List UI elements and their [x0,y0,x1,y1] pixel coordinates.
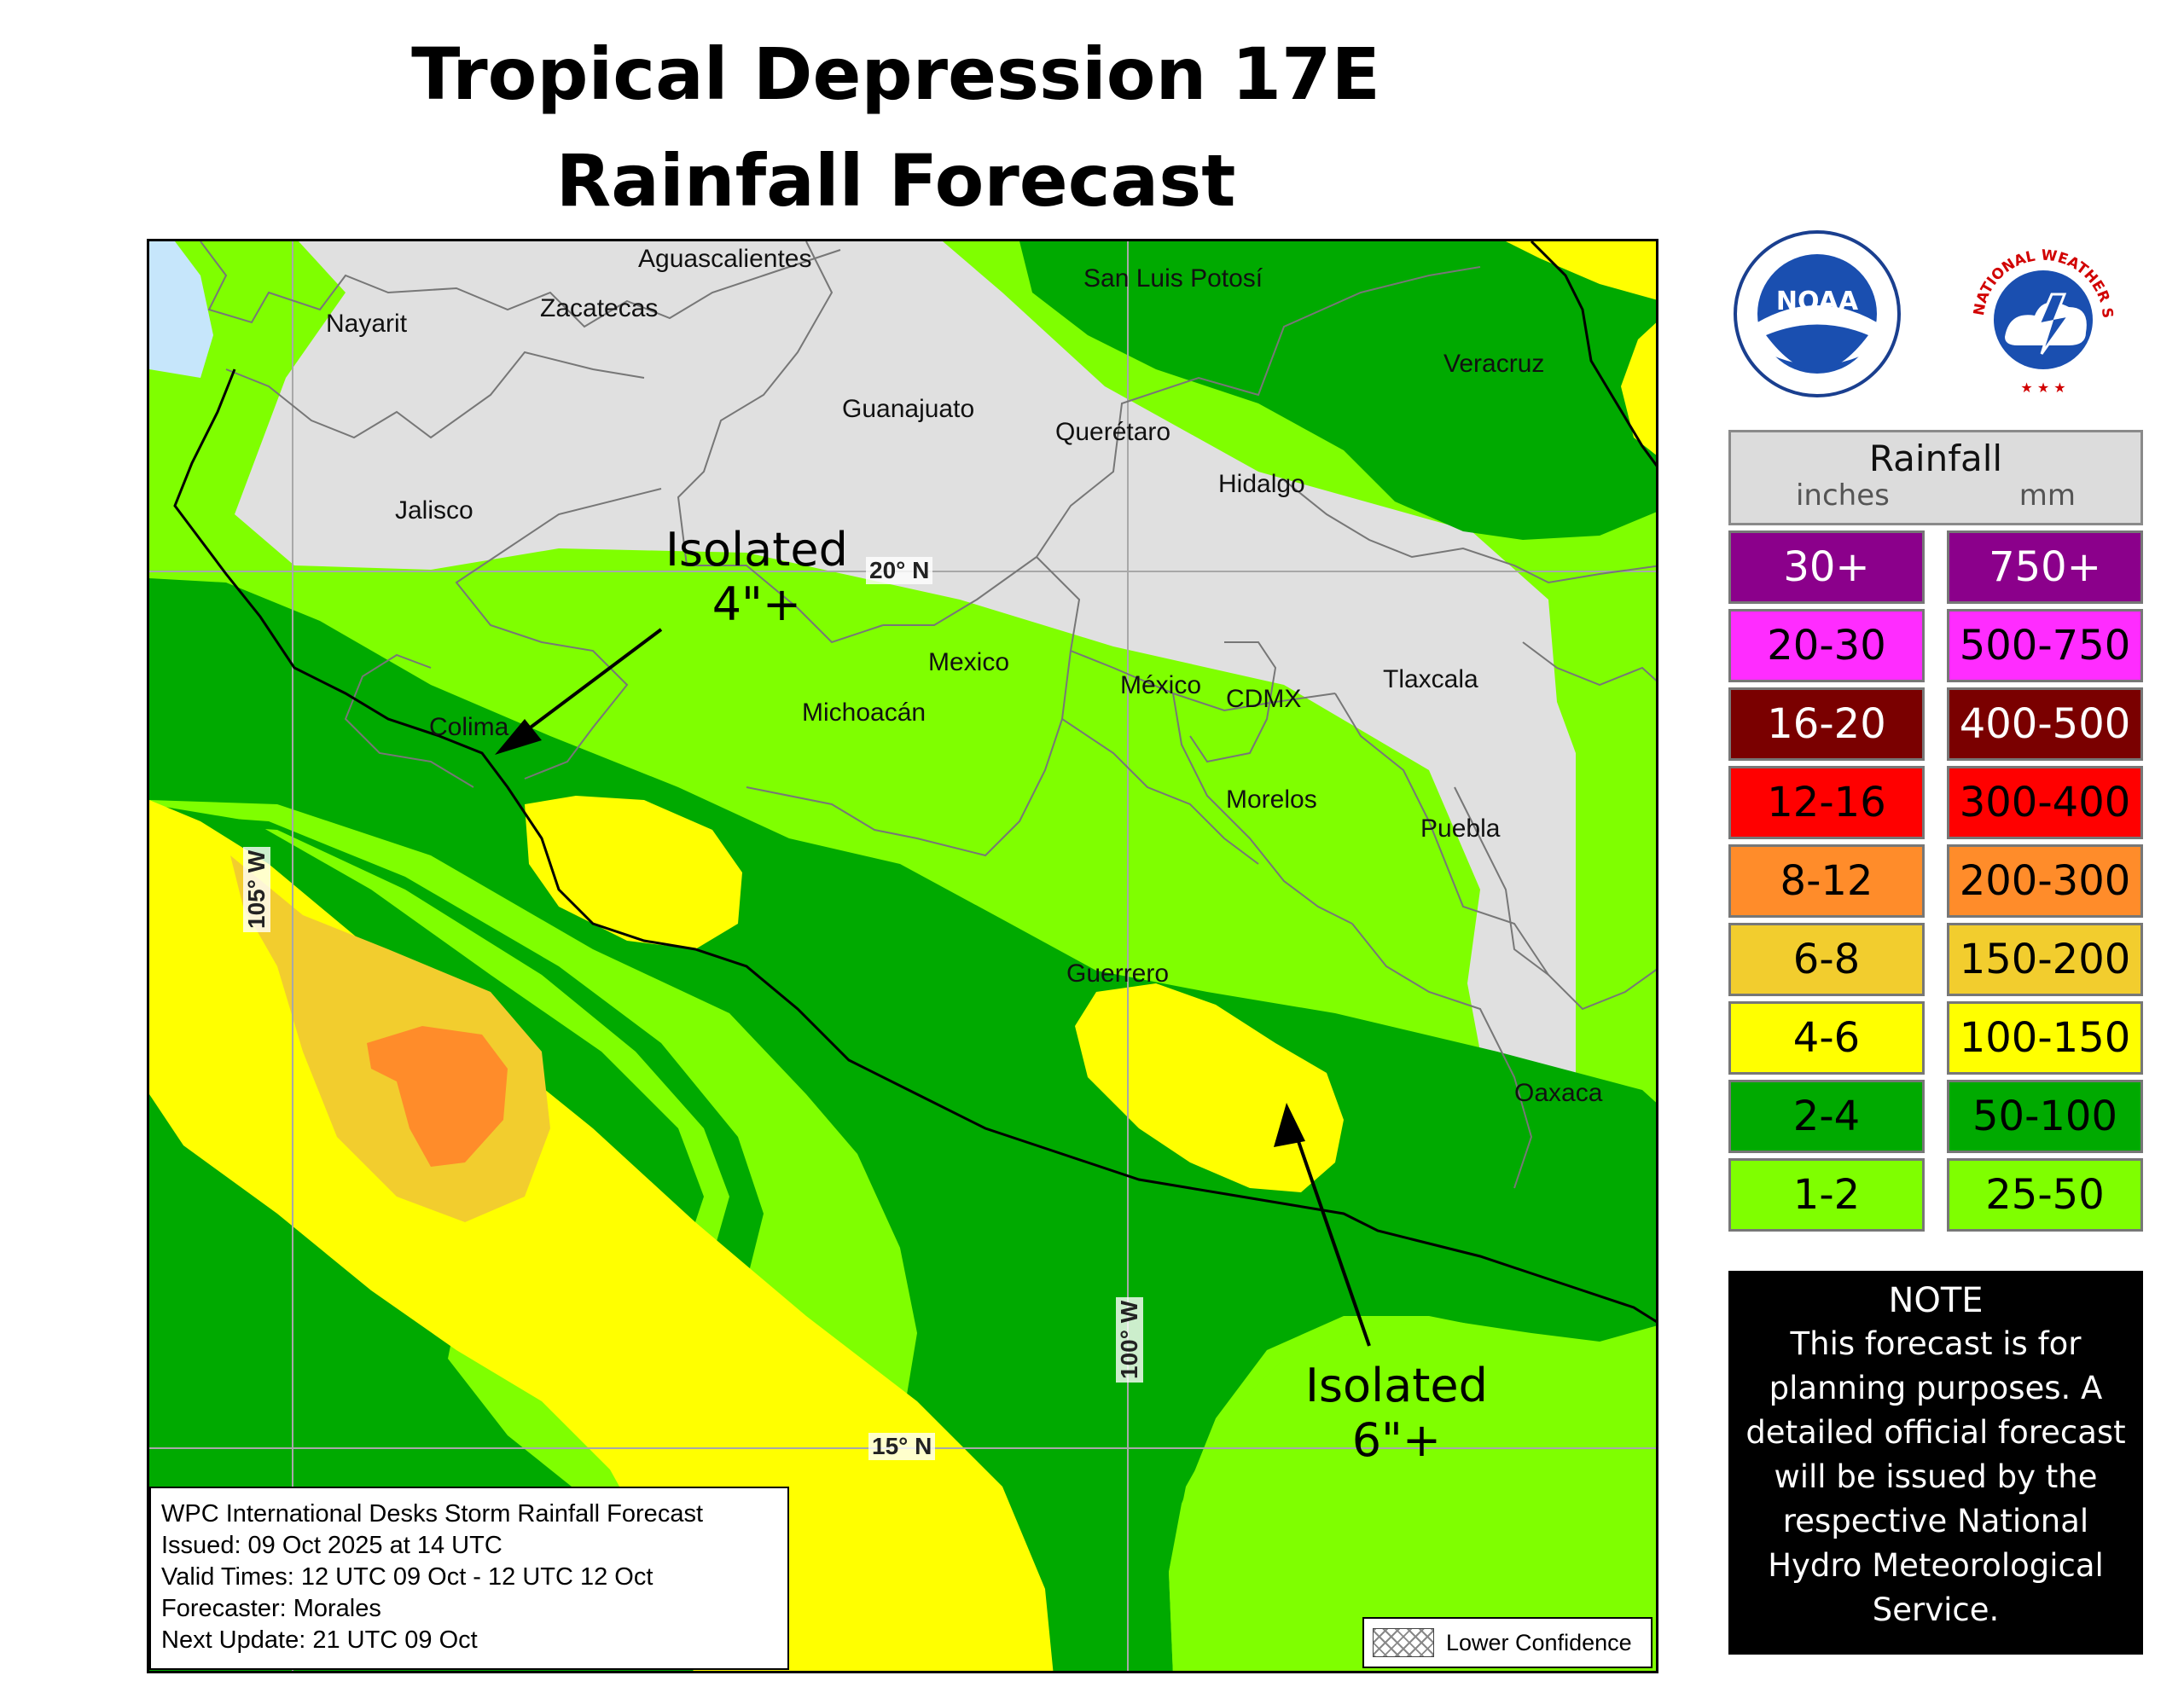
annotation-6in-line2: 6"+ [1351,1412,1442,1467]
ocean-top-left [149,241,213,378]
noaa-logo-text: NOAA [1776,287,1859,316]
state-label-san-luis-potosi: San Luis Potosí [1083,264,1263,293]
lower-confidence-label: Lower Confidence [1446,1629,1632,1655]
legend-cell-in: 8-12 [1728,844,1925,918]
grid-label-105w: 105° W [243,846,270,932]
legend-unit-mm: mm [2018,478,2077,513]
annotation-isolated-4in: Isolated 4"+ [665,523,848,631]
legend-row: 30+ 750+ [1728,530,2143,604]
zone-1-2-inch-southeast [1169,1320,1656,1671]
annotation-isolated-6in: Isolated 6"+ [1305,1359,1488,1467]
zone-8-12-inch [367,1026,508,1167]
legend-cell-mm: 150-200 [1947,923,2143,996]
state-label-nayarit: Nayarit [326,310,408,338]
info-line-issued: Issued: 09 Oct 2025 at 14 UTC [161,1532,502,1559]
legend-row: 12-16 300-400 [1728,766,2143,839]
legend-cell-mm: 400-500 [1947,687,2143,761]
coastline-gulf [1530,241,1656,467]
annotation-4in-line2: 4"+ [712,577,802,631]
coastline-pacific [173,368,1656,1324]
title-line-2: Rainfall Forecast [555,139,1236,223]
info-line-product: WPC International Desks Storm Rainfall F… [161,1500,703,1528]
state-boundaries [200,241,1656,1189]
legend-cell-mm: 200-300 [1947,844,2143,918]
svg-text:★ ★ ★: ★ ★ ★ [2020,380,2065,396]
state-label-aguascalientes: Aguascalientes [638,245,812,273]
hatch-swatch [1373,1628,1434,1657]
legend-row: 16-20 400-500 [1728,687,2143,761]
legend-row: 2-4 50-100 [1728,1080,2143,1153]
state-label-jalisco: Jalisco [395,496,473,525]
note-body: This forecast is for planning purposes. … [1745,1325,2126,1628]
lower-confidence-key: Lower Confidence [1362,1617,1653,1668]
arrow-head-4in [495,719,542,755]
state-label-mexico: Mexico [928,648,1010,676]
state-label-zacatecas: Zacatecas [540,294,659,322]
legend-cell-in: 4-6 [1728,1001,1925,1075]
state-label-mexico-state: México [1120,671,1202,699]
annotation-4in-line1: Isolated [665,523,848,577]
legend-row: 20-30 500-750 [1728,609,2143,682]
legend-rows: 30+ 750+ 20-30 500-750 16-20 400-500 12-16 300-… [1728,530,2143,1232]
state-label-guerrero: Guerrero [1066,959,1170,988]
legend-cell-in: 16-20 [1728,687,1925,761]
legend-row: 6-8 150-200 [1728,923,2143,996]
legend-cell-in: 12-16 [1728,766,1925,839]
note-box: NOTE This forecast is for planning purpo… [1728,1271,2143,1655]
state-label-guanajuato: Guanajuato [842,395,975,423]
legend-cell-mm: 100-150 [1947,1001,2143,1075]
state-label-colima: Colima [429,713,509,741]
legend-cell-mm: 25-50 [1947,1158,2143,1232]
grid-label-15n: 15° N [868,1433,936,1460]
annotation-6in-line1: Isolated [1305,1359,1488,1412]
legend-cell-in: 2-4 [1728,1080,1925,1153]
legend-cell-mm: 50-100 [1947,1080,2143,1153]
state-label-cdmx: CDMX [1226,685,1302,713]
state-label-michoacan: Michoacán [802,699,926,727]
legend-cell-in: 1-2 [1728,1158,1925,1232]
grid-label-100w: 100° W [1116,1296,1143,1383]
state-label-oaxaca: Oaxaca [1514,1079,1603,1107]
grid-label-20n: 20° N [866,557,933,584]
rainfall-legend: Rainfall inches mm 30+ 750+ 20-30 500-750 16… [1728,430,2143,1232]
legend-cell-in: 20-30 [1728,609,1925,682]
state-label-queretaro: Querétaro [1055,418,1171,446]
legend-cell-mm: 500-750 [1947,609,2143,682]
legend-cell-mm: 300-400 [1947,766,2143,839]
title-line-1: Tropical Depression 17E [411,32,1380,116]
zone-4-6-inch-north [1506,241,1656,300]
info-line-next-update: Next Update: 21 UTC 09 Oct [161,1626,478,1654]
arrow-line-6in [1291,1123,1371,1347]
map-canvas [149,241,1656,1671]
zone-no-rain [235,241,1576,1094]
nws-logo-icon: NATIONAL WEATHER SERVICE ★ ★ ★ [1958,226,2125,397]
arrow-head-6in [1274,1103,1305,1147]
forecast-info-box: WPC International Desks Storm Rainfall F… [149,1487,789,1670]
rainfall-map: Aguascalientes Zacatecas Nayarit San Lui… [147,239,1658,1673]
legend-cell-in: 6-8 [1728,923,1925,996]
legend-cell-mm: 750+ [1947,530,2143,604]
legend-title: Rainfall [1868,438,2003,479]
legend-cell-in: 30+ [1728,530,1925,604]
zone-4-6-inch-east [1621,322,1656,455]
legend-row: 4-6 100-150 [1728,1001,2143,1075]
info-line-forecaster: Forecaster: Morales [161,1595,381,1622]
state-label-morelos: Morelos [1226,786,1317,814]
state-label-tlaxcala: Tlaxcala [1383,665,1478,693]
zone-2-4-inch-northeast [1019,241,1656,540]
info-line-valid: Valid Times: 12 UTC 09 Oct - 12 UTC 12 O… [161,1563,653,1591]
state-label-veracruz: Veracruz [1443,350,1545,378]
legend-row: 1-2 25-50 [1728,1158,2143,1232]
note-title: NOTE [1888,1281,1984,1320]
state-label-puebla: Puebla [1420,815,1501,843]
noaa-logo-icon: NOAA [1734,230,1901,397]
legend-unit-inches: inches [1795,478,1890,513]
state-label-hidalgo: Hidalgo [1218,470,1305,498]
legend-row: 8-12 200-300 [1728,844,2143,918]
legend-header: Rainfall inches mm [1728,430,2143,525]
arrow-line-4in [506,628,663,746]
